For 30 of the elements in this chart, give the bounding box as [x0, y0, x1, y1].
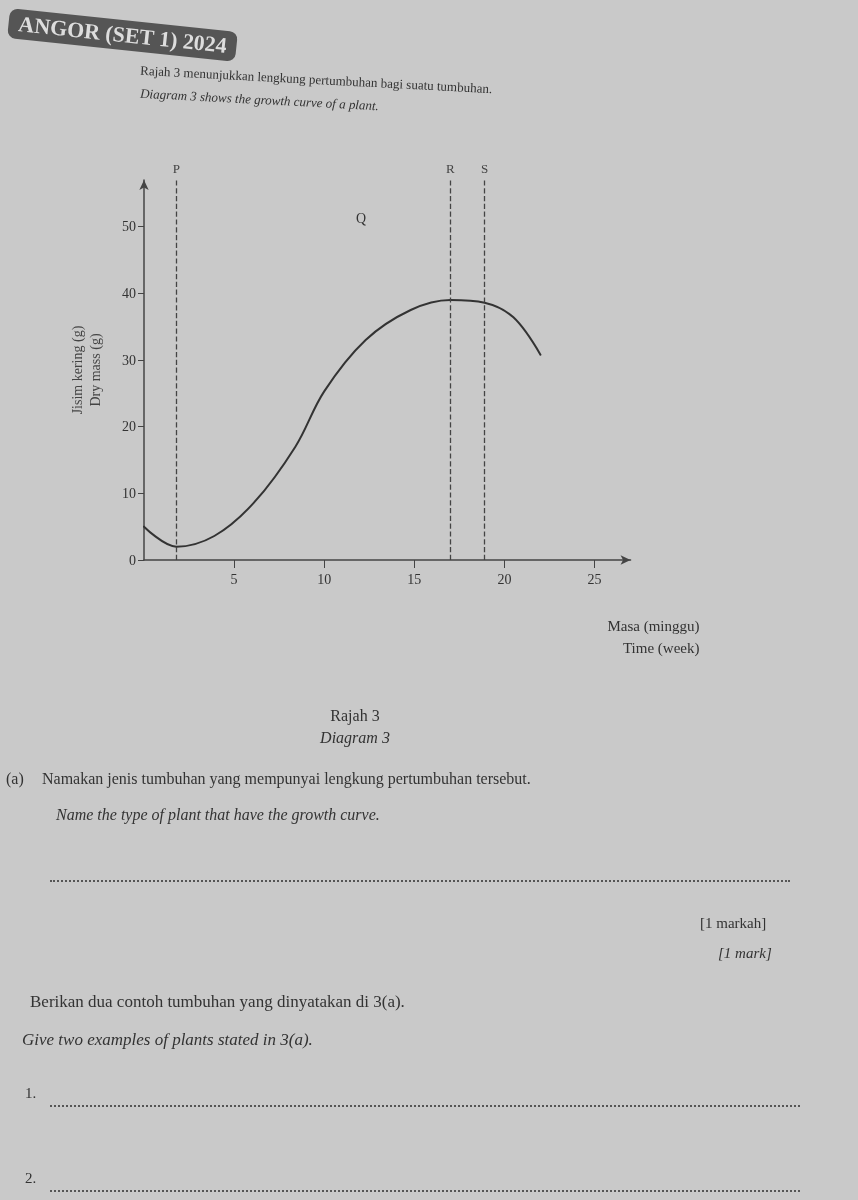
ref-line-label: S: [480, 161, 489, 176]
y-tick-label: 20: [122, 419, 136, 435]
text: ANGOR (SET 1) 2024: [7, 8, 239, 62]
text: Name the type of plant that have the growth curve.: [56, 806, 380, 824]
y-tick-label: 0: [129, 552, 136, 568]
ref-line-label: R: [446, 161, 456, 176]
x-tick-label: 5: [230, 571, 238, 587]
line-series: [143, 299, 542, 548]
y-tick-label: 10: [122, 485, 136, 501]
annotation: Q: [356, 211, 367, 227]
text: 2.: [25, 1170, 37, 1187]
x-tick-label: 25: [587, 571, 602, 587]
text: Rajah 3: [330, 706, 380, 725]
text: 1.: [25, 1085, 37, 1102]
y-tick-label: 30: [122, 352, 136, 368]
y-tick-label: 40: [122, 285, 136, 301]
y-axis-title: Jisim kering (g) Dry mass (g): [69, 325, 104, 415]
x-tick-label: 10: [317, 571, 332, 587]
x-axis-title: Masa (minggu) Time (week): [607, 618, 700, 657]
text: Diagram 3: [319, 728, 390, 747]
ref-line-label: P: [172, 161, 181, 176]
y-tick-label: 50: [122, 219, 136, 235]
text: Berikan dua contoh tumbuhan yang dinyatakan di 3(a).: [30, 992, 405, 1012]
text: Give two examples of plants stated in 3(a).: [22, 1030, 313, 1050]
text: [1 mark]: [718, 945, 772, 962]
text: Namakan jenis tumbuhan yang mempunyai lengkung pertumbuhan tersebut.: [42, 770, 531, 788]
text: (a): [6, 770, 24, 788]
x-tick-label: 15: [407, 571, 422, 587]
x-tick-label: 20: [497, 571, 512, 587]
text: [1 markah]: [700, 915, 767, 932]
